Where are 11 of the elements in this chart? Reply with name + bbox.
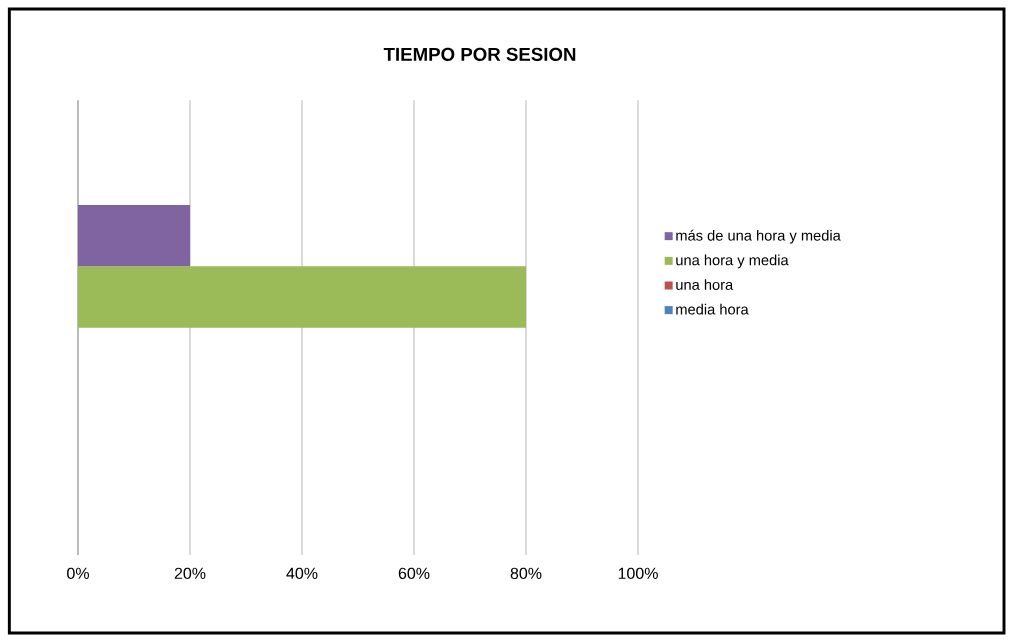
chart-title: TIEMPO POR SESION xyxy=(383,47,576,61)
legend-label: una hora xyxy=(676,279,734,290)
x-tick-label: 60% xyxy=(398,567,430,580)
legend-label: más de una hora y media xyxy=(676,229,841,244)
x-tick-label: 0% xyxy=(67,567,89,580)
legend-label: una hora y media xyxy=(676,254,789,269)
x-tick-label: 100% xyxy=(618,567,658,580)
legend-label: media hora xyxy=(676,303,749,315)
x-tick-label: 40% xyxy=(286,567,318,580)
x-tick-label: 20% xyxy=(174,567,206,580)
x-tick-label: 80% xyxy=(510,567,542,580)
